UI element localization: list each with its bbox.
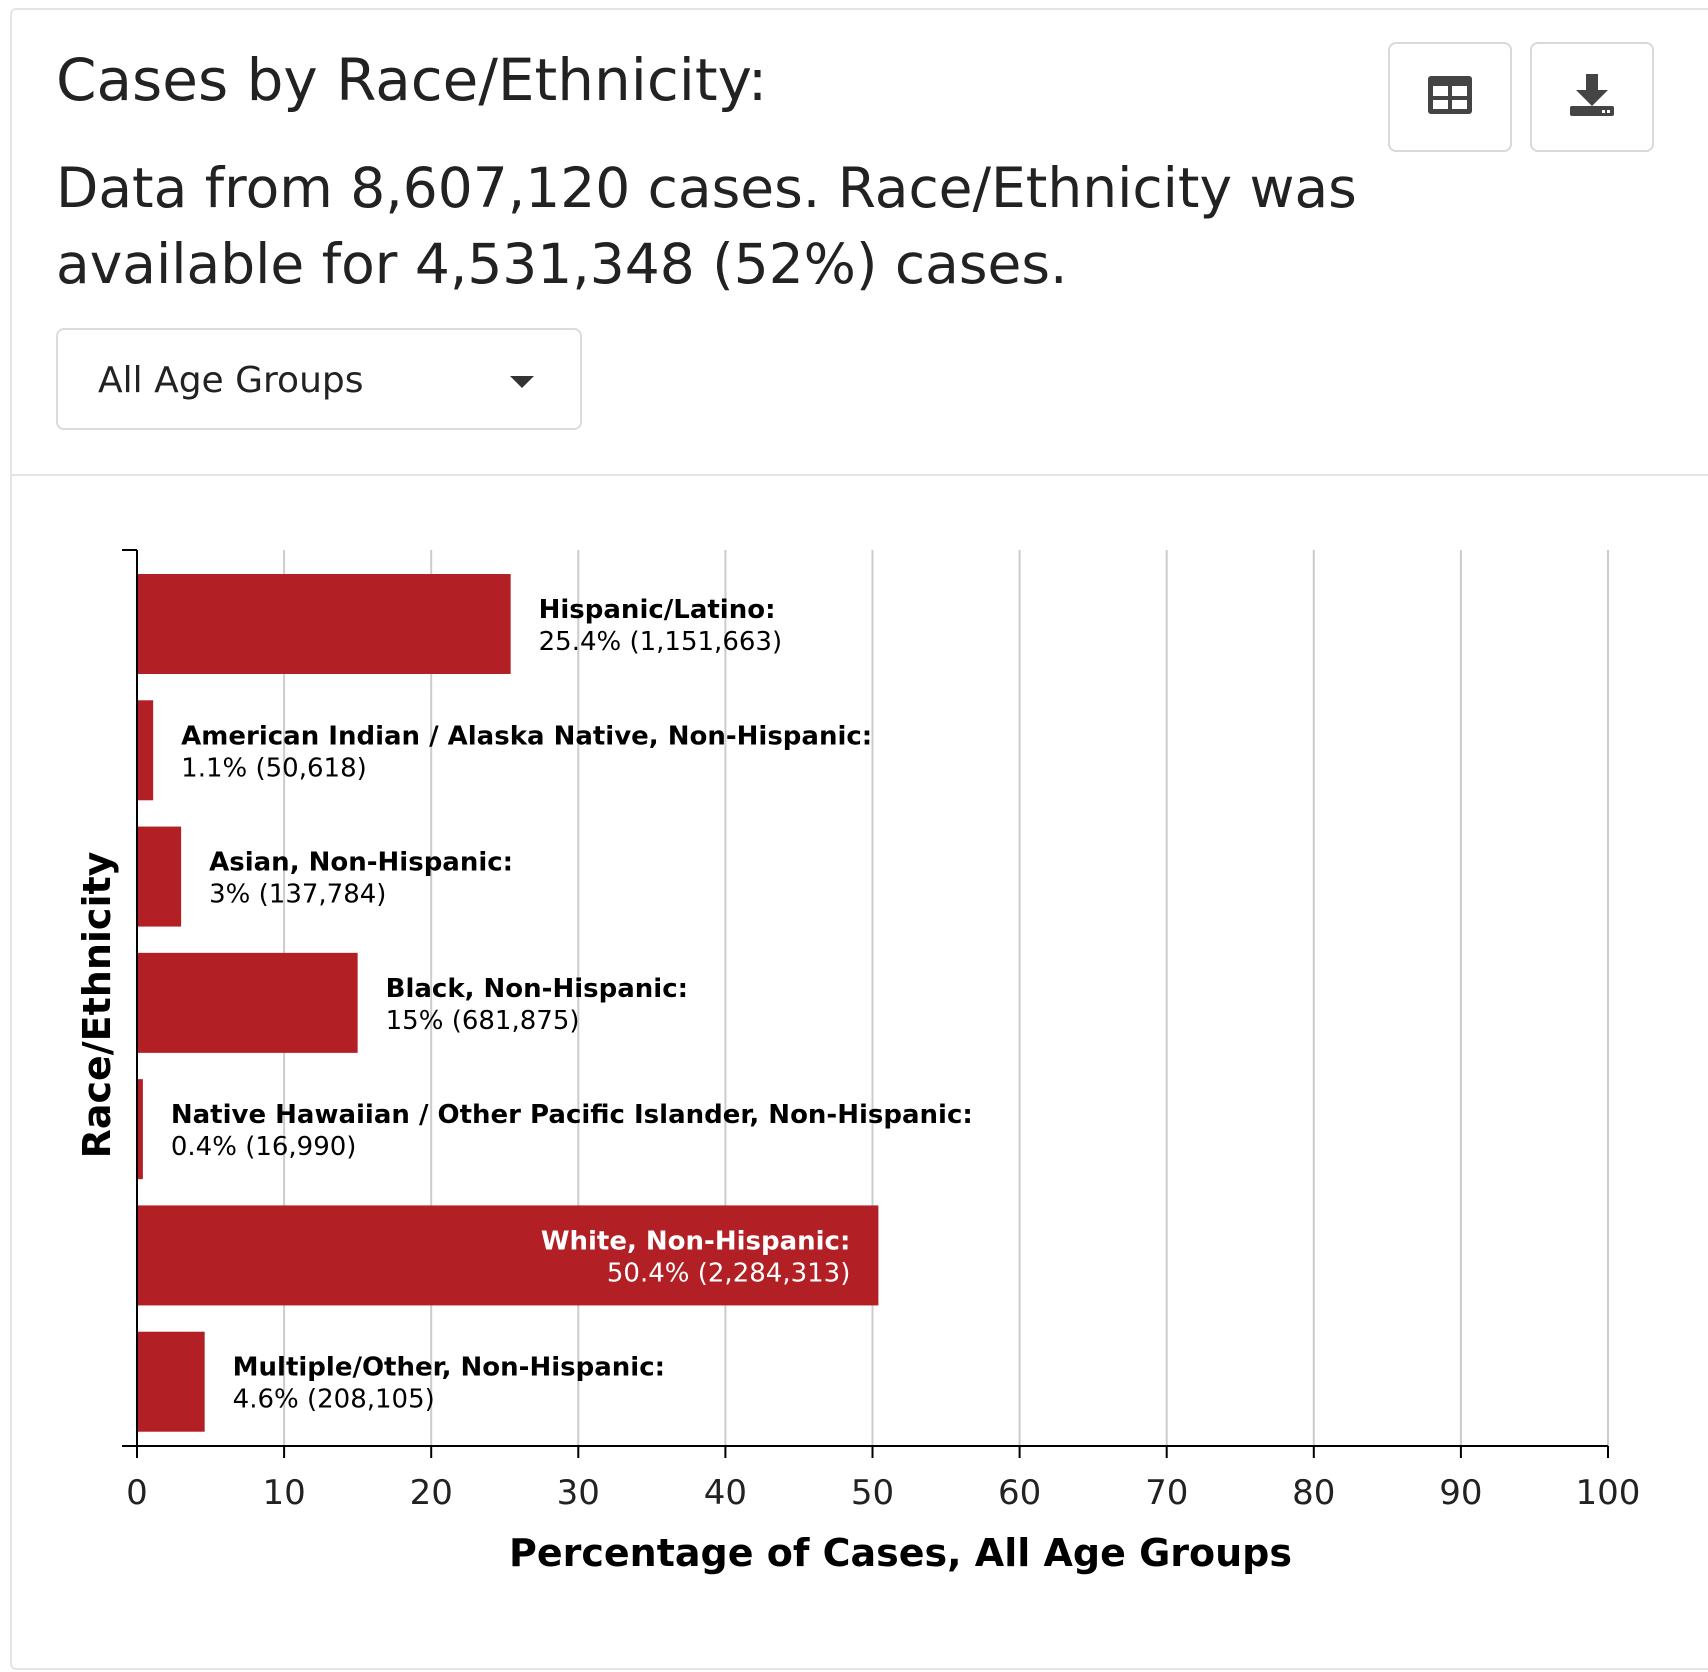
table-view-button[interactable] [1388, 42, 1512, 152]
download-icon [1568, 72, 1616, 123]
age-group-select-value: All Age Groups [98, 360, 364, 401]
table-icon [1427, 75, 1473, 120]
section-divider [12, 474, 1708, 476]
chart-subtitle: Data from 8,607,120 cases. Race/Ethnicit… [56, 156, 1357, 296]
chevron-down-icon [510, 376, 534, 388]
chart-card [10, 8, 1708, 1670]
chart-title: Cases by Race/Ethnicity: [56, 46, 768, 114]
download-button[interactable] [1530, 42, 1654, 152]
age-group-select[interactable]: All Age Groups [56, 328, 582, 430]
